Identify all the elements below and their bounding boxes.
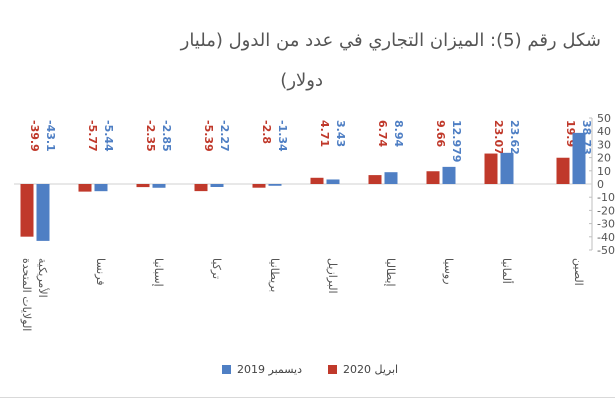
category-label: إيطاليا bbox=[384, 258, 397, 287]
y-tick-label: -40 bbox=[597, 231, 615, 244]
bar-april-2020 bbox=[426, 171, 440, 184]
bar-december-2019 bbox=[500, 152, 514, 184]
bar-april-2020 bbox=[194, 184, 208, 192]
bar-december-2019 bbox=[94, 184, 108, 192]
data-label-december-2019: -43.1 bbox=[44, 120, 57, 152]
category-label: بريطانيا bbox=[268, 258, 281, 292]
chart-title-line-2: دولار) bbox=[280, 70, 323, 91]
bar-april-2020 bbox=[78, 184, 92, 192]
legend-label-december-2019: ديسمبر 2019 bbox=[237, 363, 303, 376]
data-label-april-2020: -5.39 bbox=[202, 120, 215, 152]
data-label-april-2020: -5.77 bbox=[86, 120, 99, 152]
data-label-december-2019: 38.73 bbox=[580, 120, 593, 155]
category-label: ألمانيا bbox=[500, 258, 514, 284]
data-label-april-2020: -2.35 bbox=[144, 120, 157, 152]
bar-december-2019 bbox=[572, 132, 586, 184]
data-label-december-2019: 8.94 bbox=[392, 120, 405, 147]
bar-december-2019 bbox=[326, 179, 340, 184]
bar-april-2020 bbox=[136, 184, 150, 188]
bar-april-2020 bbox=[252, 184, 266, 188]
category-label: إسبانيا bbox=[152, 258, 165, 287]
bottom-divider bbox=[0, 397, 615, 398]
chart-legend: ديسمبر 2019 ابريل 2020 bbox=[222, 363, 398, 376]
data-label-april-2020: 4.71 bbox=[318, 120, 331, 147]
data-label-april-2020: -39.9 bbox=[28, 120, 41, 152]
legend-swatch-april-2020 bbox=[328, 365, 338, 374]
category-label: تركيا bbox=[210, 258, 223, 279]
y-tick-label: 10 bbox=[597, 165, 611, 178]
category-label: روسيا bbox=[442, 258, 455, 285]
bar-december-2019 bbox=[442, 166, 456, 184]
category-label: البرازيل bbox=[326, 258, 339, 294]
bar-april-2020 bbox=[310, 177, 324, 184]
data-label-december-2019: 12.979 bbox=[450, 120, 463, 162]
bar-december-2019 bbox=[268, 184, 282, 186]
y-tick-label: -20 bbox=[597, 204, 615, 217]
category-label: الصين bbox=[572, 258, 585, 286]
bar-april-2020 bbox=[368, 175, 382, 184]
category-label: الولايات المتحدة bbox=[20, 258, 33, 331]
category-label: فرنسا bbox=[94, 258, 107, 286]
bar-april-2020 bbox=[556, 157, 570, 184]
y-tick-label: 30 bbox=[597, 138, 611, 151]
chart-title-line-1: شكل رقم (5): الميزان التجاري في عدد من ا… bbox=[180, 30, 601, 51]
y-tick-label: -10 bbox=[597, 191, 615, 204]
bar-april-2020 bbox=[20, 184, 34, 237]
legend-swatch-december-2019 bbox=[222, 365, 231, 374]
data-label-december-2019: -5.44 bbox=[102, 120, 115, 152]
y-tick-label: 0 bbox=[597, 178, 604, 191]
data-label-april-2020: 6.74 bbox=[376, 120, 389, 147]
bar-december-2019 bbox=[210, 184, 224, 187]
bar-april-2020 bbox=[484, 153, 498, 184]
data-label-april-2020: 23.07 bbox=[492, 120, 505, 155]
data-label-april-2020: -2.8 bbox=[260, 120, 273, 144]
y-tick-label: -50 bbox=[597, 244, 615, 257]
data-label-april-2020: 9.66 bbox=[434, 120, 447, 147]
data-label-december-2019: -2.85 bbox=[160, 120, 173, 152]
y-tick-label: 40 bbox=[597, 125, 611, 138]
bar-december-2019 bbox=[384, 172, 398, 184]
bar-december-2019 bbox=[36, 184, 50, 241]
bar-december-2019 bbox=[152, 184, 166, 188]
data-label-december-2019: 23.62 bbox=[508, 120, 521, 155]
y-tick-label: -30 bbox=[597, 218, 615, 231]
category-label: الأمريكية bbox=[36, 258, 50, 298]
data-label-december-2019: -1.34 bbox=[276, 120, 289, 152]
legend-label-april-2020: ابريل 2020 bbox=[343, 363, 399, 376]
y-tick-label: 50 bbox=[597, 112, 611, 125]
data-label-december-2019: 3.43 bbox=[334, 120, 347, 147]
y-tick-label: 20 bbox=[597, 152, 611, 165]
data-label-december-2019: -2.27 bbox=[218, 120, 231, 152]
